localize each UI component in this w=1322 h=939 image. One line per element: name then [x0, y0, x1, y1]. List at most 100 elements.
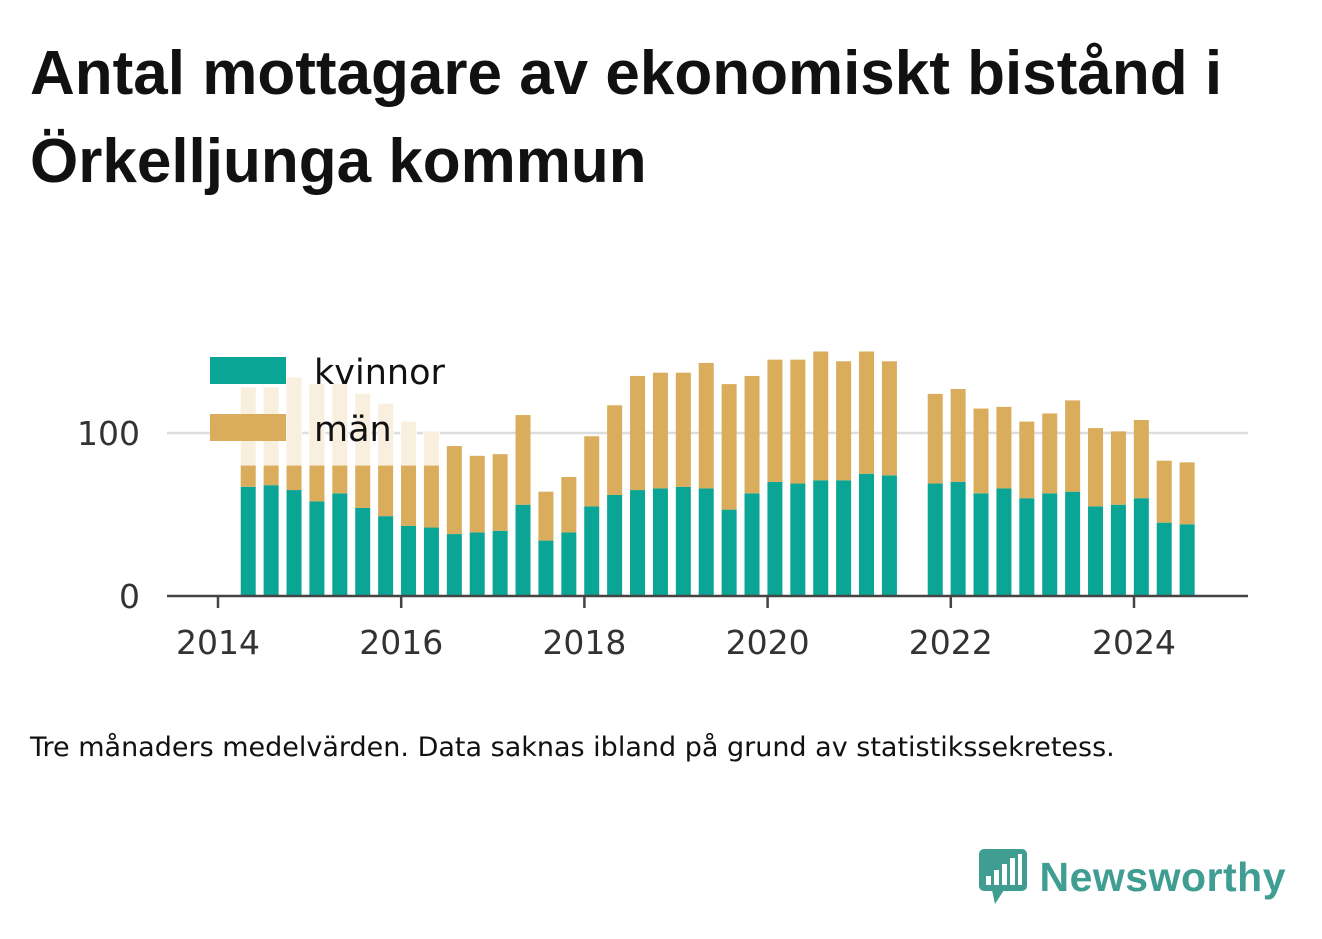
bar-kvinnor: [950, 481, 966, 596]
bar-man: [1156, 460, 1172, 523]
bar-man: [607, 405, 623, 495]
bar-kvinnor: [973, 493, 989, 596]
bar-man: [1042, 413, 1058, 494]
footnote: Tre månaders medelvärden. Data saknas ib…: [30, 732, 1115, 763]
bar-man: [469, 455, 485, 533]
bar-kvinnor: [446, 534, 462, 596]
bar-man: [1065, 400, 1081, 492]
bar-man: [492, 454, 508, 531]
bar-man: [950, 388, 966, 482]
bar-man: [675, 372, 691, 487]
bar-man: [996, 406, 1012, 489]
legend-fade-overlay: [331, 300, 349, 466]
bar-kvinnor: [1088, 506, 1104, 596]
bar-kvinnor: [813, 480, 829, 596]
bar-man: [584, 436, 600, 507]
bar-kvinnor: [492, 530, 508, 596]
x-tick-label: 2022: [909, 623, 993, 662]
legend-label-man: män: [314, 410, 392, 450]
bar-man: [813, 351, 829, 481]
bar-kvinnor: [927, 483, 943, 596]
bar-man: [790, 359, 806, 484]
x-tick-label: 2024: [1092, 623, 1176, 662]
bar-kvinnor: [469, 532, 485, 596]
legend-swatch-kvinnor: [210, 357, 286, 384]
bar-man: [1133, 419, 1149, 499]
legend-swatch-man: [210, 414, 286, 441]
bar-kvinnor: [584, 506, 600, 596]
legend-backdrop: [239, 300, 440, 466]
x-tick-label: 2020: [726, 623, 810, 662]
bar-kvinnor: [515, 504, 531, 596]
bar-kvinnor: [355, 507, 371, 596]
bar-man: [446, 446, 462, 535]
bar-man: [1088, 428, 1104, 507]
bar-man: [1110, 431, 1126, 505]
newsworthy-logo: Newsworthy: [978, 848, 1287, 906]
x-tick-label: 2014: [176, 623, 260, 662]
chart-title: Antal mottagare av ekonomiskt bistånd i …: [30, 39, 1223, 196]
tick-labels: 0 100 2014 2016 2018 2020 2022 2024: [77, 414, 1176, 662]
bar-man: [698, 362, 714, 489]
bar-man: [744, 375, 760, 494]
bar-man: [881, 361, 897, 476]
bar-kvinnor: [332, 493, 348, 596]
y-tick-label: 100: [77, 414, 140, 453]
legend-fade-overlay: [400, 300, 418, 466]
bar-kvinnor: [675, 486, 691, 596]
bar-man: [538, 491, 554, 541]
x-tick-label: 2018: [542, 623, 626, 662]
stacked-bar-chart: 0 100 2014 2016 2018 2020 2022 2024 kvinnor män: [77, 300, 1248, 662]
bar-man: [973, 408, 989, 494]
bar-man: [836, 361, 852, 481]
bar-man: [561, 477, 577, 533]
bar-kvinnor: [881, 475, 897, 596]
brand-name: Newsworthy: [1039, 853, 1286, 900]
bar-kvinnor: [630, 490, 646, 596]
bar-kvinnor: [263, 485, 279, 596]
legend-fade-overlay: [308, 300, 326, 466]
bar-kvinnor: [607, 494, 623, 596]
bar-kvinnor: [836, 480, 852, 596]
bar-man: [721, 384, 737, 510]
legend-fade-overlay: [422, 300, 440, 466]
bar-kvinnor: [698, 488, 714, 596]
bar-kvinnor: [996, 488, 1012, 596]
legend: kvinnor män: [210, 353, 445, 450]
bar-man: [630, 375, 646, 491]
x-tick-label: 2016: [359, 623, 443, 662]
legend-fade-overlay: [354, 300, 372, 466]
legend-label-kvinnor: kvinnor: [314, 353, 445, 393]
bar-kvinnor: [767, 481, 783, 596]
bar-kvinnor: [721, 509, 737, 596]
bar-kvinnor: [240, 486, 256, 596]
legend-fade-overlay: [285, 300, 303, 466]
bar-man: [652, 372, 668, 489]
bar-kvinnor: [744, 493, 760, 596]
bar-man: [515, 415, 531, 505]
bar-kvinnor: [1179, 524, 1195, 596]
bar-kvinnor: [423, 527, 439, 596]
bar-kvinnor: [1065, 491, 1081, 596]
bar-kvinnor: [1133, 498, 1149, 596]
bar-man: [1179, 462, 1195, 525]
bar-kvinnor: [286, 490, 302, 596]
bar-kvinnor: [1019, 498, 1035, 596]
bar-kvinnor: [378, 516, 394, 596]
bar-kvinnor: [309, 501, 325, 596]
bar-kvinnor: [652, 488, 668, 596]
bar-kvinnor: [859, 473, 875, 596]
bar-kvinnor: [1042, 493, 1058, 596]
legend-fade-overlay: [377, 300, 395, 466]
bar-man: [1019, 421, 1035, 499]
bar-man: [767, 359, 783, 482]
bar-kvinnor: [538, 540, 554, 596]
bar-kvinnor: [1110, 504, 1126, 596]
bar-kvinnor: [401, 525, 417, 596]
bar-chart-speech-bubble-icon: [978, 849, 1027, 904]
bar-kvinnor: [1156, 522, 1172, 596]
bar-kvinnor: [790, 483, 806, 596]
bar-man: [927, 393, 943, 484]
bar-man: [859, 351, 875, 474]
bar-kvinnor: [561, 532, 577, 596]
